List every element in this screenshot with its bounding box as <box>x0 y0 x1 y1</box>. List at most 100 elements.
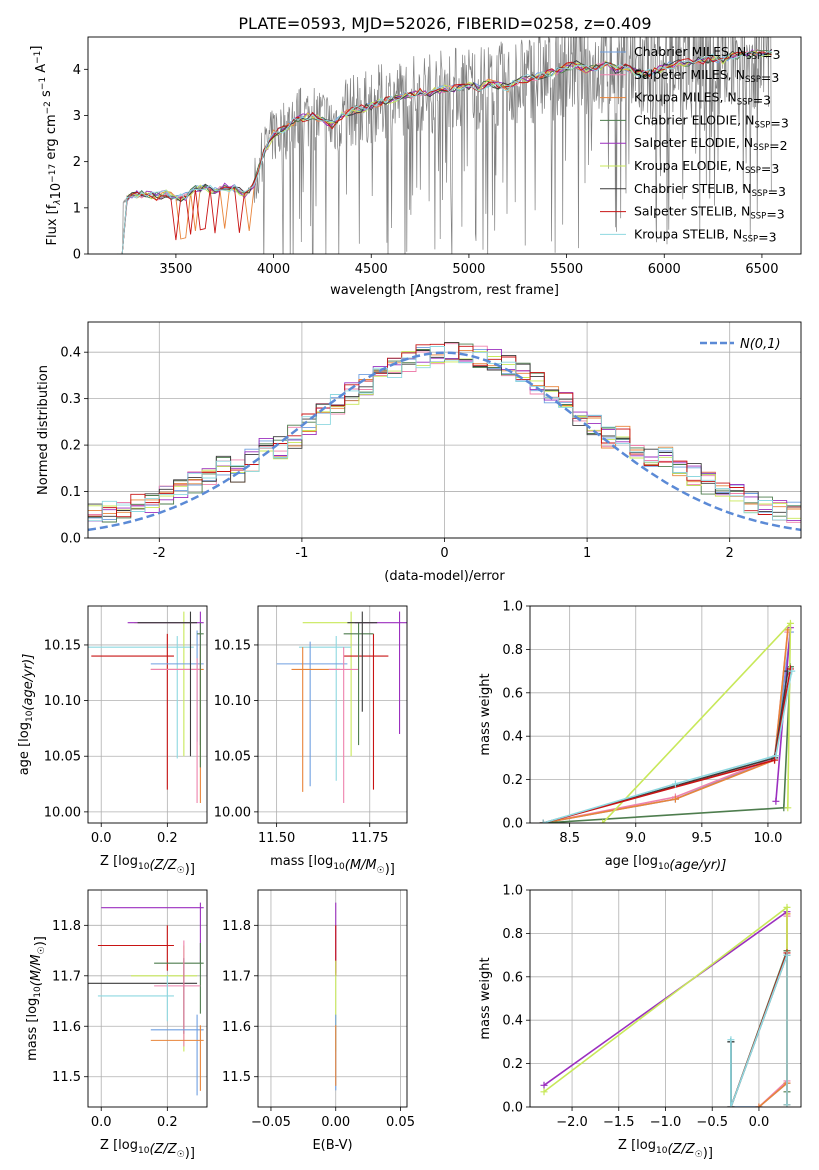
mass-weight-marker <box>784 804 792 812</box>
y-axis-label: Normed distribution <box>36 365 51 495</box>
x-tick-label: -2 <box>153 546 166 561</box>
errorbar-plot-area <box>88 611 204 803</box>
y-tick-label: 1.0 <box>502 600 523 615</box>
mass-weight-marker <box>788 667 796 675</box>
x-tick-label: 4000 <box>257 262 290 277</box>
y-tick-label: 10.15 <box>44 638 81 653</box>
y-tick-label: 11.7 <box>52 969 81 984</box>
mass-weight-marker <box>771 756 779 764</box>
axes-frame <box>87 36 802 255</box>
mass-weight-marker <box>783 903 791 911</box>
mass-weight-line <box>543 631 789 823</box>
legend-entry: Salpeter MILES, NSSP=3 <box>634 67 779 85</box>
y-tick-label: 10.10 <box>44 694 81 709</box>
y-tick-label: 2 <box>73 155 81 170</box>
axes-frame <box>257 605 408 824</box>
x-tick-label: 0.0 <box>91 1115 112 1130</box>
y-tick-label: 0.0 <box>60 532 81 547</box>
x-tick-label: −2.0 <box>556 1115 588 1130</box>
x-tick-label: 0.2 <box>157 1115 178 1130</box>
normal-distribution-curve <box>88 351 801 532</box>
x-tick-label: 1 <box>583 546 591 561</box>
mass-weight-line <box>542 670 793 823</box>
y-tick-label: 11.6 <box>52 1020 81 1035</box>
y-tick-label: 3 <box>73 109 81 124</box>
y-tick-label: 0.1 <box>60 485 81 500</box>
y-tick-label: 0.0 <box>502 1101 523 1116</box>
y-tick-label: 1 <box>73 201 81 216</box>
y-axis-label: mass weight <box>478 673 493 755</box>
x-tick-label: 11.75 <box>351 831 388 846</box>
mass-weight-marker <box>539 819 547 823</box>
x-tick-label: -1 <box>295 546 308 561</box>
y-tick-label: 0.8 <box>502 927 523 942</box>
x-tick-label: 2 <box>726 546 734 561</box>
model-spectrum-line <box>117 49 772 254</box>
x-axis-label: age [log10(age/yr)] <box>605 854 727 873</box>
weight-plot-area <box>540 903 791 1107</box>
y-tick-label: 11.8 <box>52 919 81 934</box>
x-tick-label: 10.0 <box>753 831 782 846</box>
y-axis-label: mass weight <box>478 957 493 1039</box>
y-tick-label: 10.10 <box>214 694 251 709</box>
x-tick-label: −1.5 <box>603 1115 635 1130</box>
x-tick-label: 0.2 <box>157 831 178 846</box>
y-tick-label: 0.8 <box>502 643 523 658</box>
x-tick-label: 4500 <box>355 262 388 277</box>
y-axis-label: Flux [fλ10−17 erg cm−2 s−1 A−1] <box>29 46 64 246</box>
figure-title: PLATE=0593, MJD=52026, FIBERID=0258, z=0… <box>238 14 651 33</box>
x-tick-label: 5000 <box>452 262 485 277</box>
x-axis-label: Z [log10(Z/Z☉)] <box>100 854 195 877</box>
x-tick-label: 9.5 <box>692 831 713 846</box>
x-tick-label: 5500 <box>550 262 583 277</box>
y-axis-label: age [log10(age/yr)] <box>17 654 36 776</box>
mass-weight-marker <box>772 797 780 805</box>
mass-weight-line <box>543 631 792 823</box>
mass-weight-marker <box>783 951 791 959</box>
x-tick-label: −0.05 <box>251 1115 291 1130</box>
mass-vs-extinction-axes: −0.05 0.00 0.05 11.5 11.6 11.7 11.8 E(B-V) <box>222 889 415 1153</box>
y-tick-label: 0.3 <box>60 392 81 407</box>
y-tick-label: 0.2 <box>502 1057 523 1072</box>
y-tick-label: 4 <box>73 63 81 78</box>
x-tick-label: 6500 <box>745 262 778 277</box>
x-axis-label: (data-model)/error <box>384 569 505 584</box>
legend-entry: Kroupa MILES, NSSP=3 <box>634 90 771 108</box>
mass-weight-line <box>543 666 792 823</box>
mass-vs-metallicity-axes: 0.0 0.2 11.5 11.6 11.7 11.8 Z [log10(Z/Z☉)] mas… <box>25 889 208 1161</box>
x-axis-label: Z [log10(Z/Z☉)] <box>100 1138 195 1161</box>
x-tick-label: 8.5 <box>559 831 580 846</box>
x-axis-label: Z [log10(Z/Z☉)] <box>618 1138 713 1161</box>
y-tick-label: 1.0 <box>502 884 523 899</box>
axes-frame <box>87 889 208 1108</box>
x-tick-label: 3500 <box>159 262 192 277</box>
legend-entry: Kroupa ELODIE, NSSP=3 <box>634 158 779 176</box>
mass-weight-marker <box>671 795 679 803</box>
model-spectrum-line <box>117 50 772 254</box>
x-tick-label: 0.0 <box>91 831 112 846</box>
y-tick-label: 0.4 <box>502 730 523 745</box>
mass-weight-marker <box>755 1103 763 1107</box>
mass-weight-marker <box>786 619 794 627</box>
axes-frame <box>529 605 802 824</box>
legend-entry: Chabrier MILES, NSSP=3 <box>634 44 781 62</box>
y-tick-label: 0.2 <box>60 439 81 454</box>
errorbar-plot-area <box>88 902 204 1096</box>
x-axis-label: wavelength [Angstrom, rest frame] <box>330 283 559 298</box>
legend-entry: Salpeter STELIB, NSSP=3 <box>634 204 785 222</box>
y-tick-label: 0.4 <box>60 346 81 361</box>
axes-frame <box>529 889 802 1108</box>
residual-histogram-step <box>88 351 801 519</box>
y-axis-label: mass [log10(M/M☉)] <box>25 936 48 1061</box>
x-axis-label: E(B-V) <box>312 1138 352 1153</box>
axes-frame <box>257 889 408 1108</box>
mass-weight-marker <box>540 1081 548 1089</box>
mass-weight-marker <box>727 1103 735 1107</box>
mass-weight-line <box>758 916 788 1107</box>
y-tick-label: 0.6 <box>502 970 523 985</box>
mass-weight-marker <box>727 1036 735 1044</box>
spectrum-axes: 3500 4000 4500 5000 5500 6000 6500 0 1 2 3 4 wavelen… <box>29 36 802 298</box>
weight-vs-age-axes: 8.5 9.0 9.5 10.0 0.0 0.2 0.4 0.6 0.8 1.0 age [log1… <box>478 600 802 873</box>
age-vs-metallicity-axes: 0.0 0.2 10.00 10.05 10.10 10.15 Z [log10(Z/Z☉)… <box>17 605 208 877</box>
x-tick-label: −0.5 <box>696 1115 728 1130</box>
